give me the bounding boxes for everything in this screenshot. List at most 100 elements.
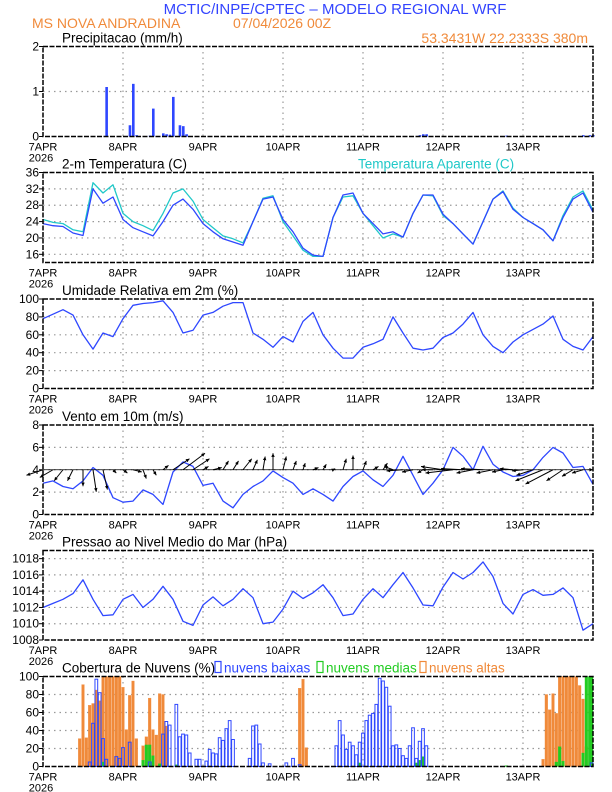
humidity-marks xyxy=(42,300,594,359)
cloud-bar-nuvens-baixas xyxy=(381,680,385,767)
precip-bar xyxy=(128,125,132,137)
wind-arrow-shaft xyxy=(92,469,97,492)
wind-arrow-head xyxy=(104,485,109,490)
cloud-bar-nuvens-baixas xyxy=(231,739,235,767)
wind-arrow-head xyxy=(384,466,389,470)
y-tick-label: 40 xyxy=(26,346,40,360)
cloud-bar-nuvens-baixas xyxy=(197,758,202,767)
x-tick-label: 12APR xyxy=(426,394,461,406)
wind-arrow xyxy=(39,469,54,478)
wind-arrow xyxy=(262,456,267,470)
x-tick-label: 7APR xyxy=(29,772,58,784)
x-tick-label: 13APR xyxy=(506,142,541,154)
y-tick-label: 6 xyxy=(32,440,39,454)
cloud-bar-nuvens-altas xyxy=(158,693,162,767)
y-tick-label: 1 xyxy=(32,85,39,99)
wind-arrow xyxy=(342,458,347,470)
x-tick-label: 11APR xyxy=(346,772,380,784)
wind-arrow-head xyxy=(94,487,98,492)
x-tick-label: 12APR xyxy=(426,645,461,657)
temperature-series-line xyxy=(42,188,594,258)
cloud-bar-nuvens-baixas xyxy=(184,734,189,767)
cloud-bar-nuvens-baixas xyxy=(341,734,345,767)
x-year-label: 2026 xyxy=(29,405,53,417)
wind-arrow xyxy=(515,469,544,482)
x-tick-label: 8APR xyxy=(109,645,138,657)
cloud-bar-nuvens-altas xyxy=(551,693,555,767)
wind-arrow-head xyxy=(492,469,496,473)
wind-arrow-head xyxy=(185,458,190,463)
cloud-bar-nuvens-altas xyxy=(568,676,572,767)
x-tick-label: 9APR xyxy=(189,268,218,280)
wind-arrow-head xyxy=(271,453,275,457)
humidity-series-line xyxy=(42,300,594,359)
cloud-bar-nuvens-altas xyxy=(111,676,115,767)
x-tick-label: 12APR xyxy=(426,268,461,280)
cloud-bar-nuvens-altas xyxy=(78,738,82,767)
cloud-bar-nuvens-altas xyxy=(108,676,112,767)
panel-title: Cobertura de Nuvens (%) xyxy=(62,661,215,676)
cloud-bar-nuvens-baixas xyxy=(337,720,342,767)
precip-bar xyxy=(105,87,108,137)
wind-arrow xyxy=(81,469,85,487)
x-tick-label: 12APR xyxy=(426,142,461,154)
x-tick-label: 13APR xyxy=(506,268,541,280)
cloud-bar-nuvens-medias xyxy=(141,760,145,767)
panel-title: Precipitacao (mm/h) xyxy=(62,31,183,46)
wind-arrow xyxy=(222,460,229,471)
x-tick-label: 8APR xyxy=(109,772,138,784)
cloud-bar-nuvens-baixas xyxy=(387,705,392,768)
y-tick-label: 2 xyxy=(32,485,39,499)
wind-arrow xyxy=(53,469,64,482)
wind-arrow-head xyxy=(425,470,430,475)
x-tick-label: 10APR xyxy=(266,394,301,406)
x-tick-label: 8APR xyxy=(109,268,138,280)
cloud-bar-nuvens-baixas xyxy=(354,754,359,767)
wind-arrow-head xyxy=(417,469,422,474)
cloud-bar-nuvens-baixas xyxy=(401,755,405,768)
wind-arrow xyxy=(152,469,157,476)
wind-arrow xyxy=(252,459,258,470)
x-tick-label: 12APR xyxy=(426,520,461,532)
legend-label-nuvens-medias: nuvens medias xyxy=(326,661,417,676)
wind-arrow xyxy=(362,460,367,470)
wind-arrow-head xyxy=(225,460,229,465)
cloud-bar-nuvens-altas xyxy=(104,676,108,767)
header-coords: 53.3431W 22.2333S 380m xyxy=(421,30,588,46)
y-tick-label: 80 xyxy=(26,310,40,324)
cloud-bar-nuvens-altas xyxy=(124,729,128,767)
panel-title: Umidade Relativa em 2m (%) xyxy=(62,283,238,298)
wind-arrow-head xyxy=(343,458,347,463)
x-tick-label: 13APR xyxy=(506,772,541,784)
cloud-bar-nuvens-medias xyxy=(558,746,562,767)
cloud-bar-nuvens-baixas xyxy=(254,724,259,767)
cloud-bar-nuvens-altas xyxy=(548,709,552,767)
x-tick-label: 11APR xyxy=(346,394,380,406)
wind-arrow xyxy=(232,460,239,471)
wind-arrow-head xyxy=(217,466,222,471)
legend-swatch-nuvens-medias xyxy=(316,660,324,674)
wind-arrow-head xyxy=(515,477,520,482)
cloud-bar-nuvens-baixas xyxy=(181,733,185,767)
wind-arrow-shaft xyxy=(525,469,554,485)
wind-arrow xyxy=(172,458,190,471)
header-location: MS NOVA ANDRADINA xyxy=(32,15,181,31)
precip-bar xyxy=(132,83,135,137)
x-year-label: 2026 xyxy=(29,531,53,543)
wind-arrow xyxy=(351,455,355,470)
wind-arrow-head xyxy=(201,453,205,457)
wind-arrow-head xyxy=(525,480,530,485)
wind-arrow-head xyxy=(81,482,85,487)
y-tick-label: 8 xyxy=(32,418,39,432)
precip-bar xyxy=(162,133,165,137)
cloud-bar-nuvens-baixas xyxy=(167,724,172,767)
header-title: MCTIC/INPE/CPTEC – MODELO REGIONAL WRF xyxy=(164,1,507,18)
cloud-bar-nuvens-baixas xyxy=(114,756,119,767)
precip-marks xyxy=(105,83,595,137)
panel-frame xyxy=(42,549,594,641)
x-tick-label: 7APR xyxy=(29,520,58,532)
x-tick-label: 10APR xyxy=(266,268,301,280)
cloud-bar-nuvens-baixas xyxy=(377,677,382,767)
cloud-bar-nuvens-altas xyxy=(541,759,545,767)
cloud-bar-nuvens-medias xyxy=(561,760,565,767)
